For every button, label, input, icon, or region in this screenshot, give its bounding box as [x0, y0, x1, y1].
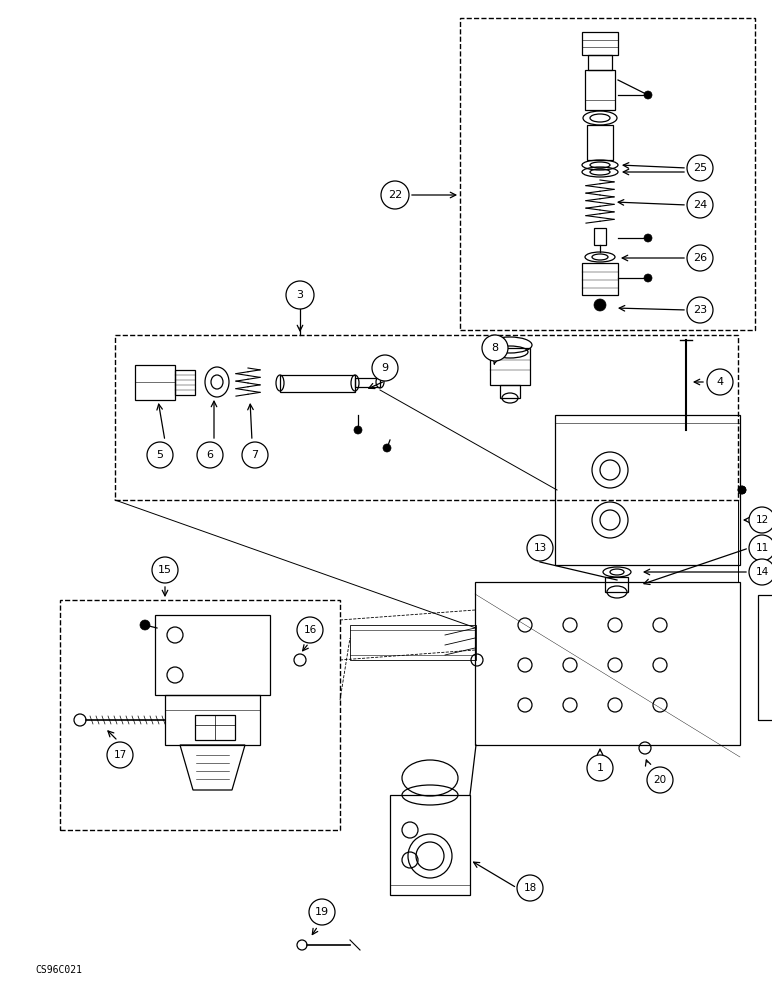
Circle shape	[297, 617, 323, 643]
Circle shape	[687, 192, 713, 218]
Bar	[390, 795, 470, 895]
Text: 17: 17	[113, 750, 127, 760]
Circle shape	[644, 274, 652, 282]
Bar	[165, 695, 260, 745]
Text: 4: 4	[716, 377, 723, 387]
Text: 15: 15	[158, 565, 172, 575]
Circle shape	[354, 426, 362, 434]
Text: CS96C021: CS96C021	[35, 965, 82, 975]
Text: 12: 12	[755, 515, 769, 525]
Text: 8: 8	[492, 343, 499, 353]
Circle shape	[644, 91, 652, 99]
Bar	[582, 32, 618, 55]
Circle shape	[372, 355, 398, 381]
Circle shape	[482, 335, 508, 361]
Bar	[460, 18, 755, 330]
Circle shape	[197, 442, 223, 468]
Bar	[490, 348, 530, 385]
Bar	[475, 582, 740, 745]
Bar	[115, 335, 738, 500]
Text: 14: 14	[755, 567, 769, 577]
Circle shape	[644, 234, 652, 242]
Circle shape	[687, 155, 713, 181]
Bar	[195, 715, 235, 740]
Text: 3: 3	[296, 290, 303, 300]
Bar	[175, 370, 195, 395]
Text: 20: 20	[653, 775, 666, 785]
Text: 6: 6	[206, 450, 214, 460]
Bar	[594, 228, 606, 245]
Text: 7: 7	[252, 450, 259, 460]
Text: 13: 13	[533, 543, 547, 553]
Bar	[280, 375, 355, 392]
Bar	[155, 615, 270, 695]
Circle shape	[286, 281, 314, 309]
Circle shape	[140, 620, 150, 630]
Circle shape	[647, 767, 673, 793]
Bar	[60, 600, 340, 830]
Circle shape	[527, 535, 553, 561]
Text: 19: 19	[315, 907, 329, 917]
Circle shape	[152, 557, 178, 583]
Text: 23: 23	[693, 305, 707, 315]
Circle shape	[749, 507, 772, 533]
Bar	[587, 125, 613, 160]
Circle shape	[749, 535, 772, 561]
Text: 24: 24	[693, 200, 707, 210]
Bar	[582, 263, 618, 295]
Bar	[588, 55, 612, 70]
Circle shape	[309, 899, 335, 925]
Text: 26: 26	[693, 253, 707, 263]
Bar	[355, 378, 380, 387]
Circle shape	[738, 486, 746, 494]
Circle shape	[707, 369, 733, 395]
Circle shape	[383, 444, 391, 452]
Bar	[585, 70, 615, 110]
Circle shape	[594, 299, 606, 311]
Bar	[500, 385, 520, 398]
Text: 16: 16	[303, 625, 317, 635]
Circle shape	[687, 245, 713, 271]
Bar	[135, 365, 175, 400]
Text: 9: 9	[381, 363, 388, 373]
Bar	[555, 415, 740, 565]
Bar	[350, 625, 476, 660]
Text: 11: 11	[755, 543, 769, 553]
Text: 5: 5	[157, 450, 164, 460]
Circle shape	[517, 875, 543, 901]
Circle shape	[687, 297, 713, 323]
Circle shape	[738, 486, 746, 494]
Circle shape	[749, 559, 772, 585]
Circle shape	[107, 742, 133, 768]
Circle shape	[381, 181, 409, 209]
Text: 18: 18	[523, 883, 537, 893]
Text: 1: 1	[597, 763, 604, 773]
Text: 22: 22	[388, 190, 402, 200]
Circle shape	[242, 442, 268, 468]
Circle shape	[587, 755, 613, 781]
Bar	[758, 595, 772, 720]
Circle shape	[147, 442, 173, 468]
Bar	[605, 577, 628, 592]
Text: 25: 25	[693, 163, 707, 173]
